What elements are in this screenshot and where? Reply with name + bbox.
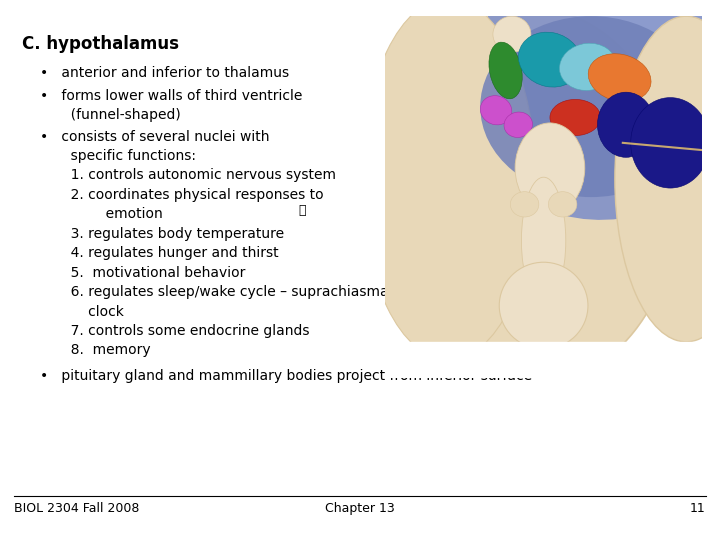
Ellipse shape (510, 192, 539, 217)
Ellipse shape (598, 92, 654, 157)
Ellipse shape (489, 42, 522, 99)
Text: 4. regulates hunger and thirst: 4. regulates hunger and thirst (40, 246, 278, 260)
Text: •   forms lower walls of third ventricle: • forms lower walls of third ventricle (40, 89, 302, 103)
Ellipse shape (504, 112, 533, 138)
Ellipse shape (499, 262, 588, 349)
Ellipse shape (588, 53, 651, 102)
Ellipse shape (515, 123, 585, 213)
Ellipse shape (361, 0, 536, 360)
Text: 3. regulates body temperature: 3. regulates body temperature (40, 227, 284, 241)
Text: 2. coordinates physical responses to: 2. coordinates physical responses to (40, 188, 323, 202)
Ellipse shape (468, 0, 720, 220)
Text: 🔈: 🔈 (299, 204, 306, 217)
Text: (funnel-shaped): (funnel-shaped) (40, 108, 180, 122)
Text: 11: 11 (690, 502, 706, 515)
Ellipse shape (493, 16, 531, 52)
Text: 5.  motivational behavior: 5. motivational behavior (40, 266, 245, 280)
Ellipse shape (377, 7, 678, 387)
Text: 7. controls some endocrine glands: 7. controls some endocrine glands (40, 324, 309, 338)
Text: •   consists of several nuclei with: • consists of several nuclei with (40, 130, 269, 144)
Text: specific functions:: specific functions: (40, 149, 196, 163)
Text: emotion: emotion (40, 207, 162, 221)
Text: 6. regulates sleep/wake cycle – suprachiasmatic nucleus is biological: 6. regulates sleep/wake cycle – suprachi… (40, 285, 549, 299)
Ellipse shape (559, 43, 616, 91)
Ellipse shape (480, 96, 512, 125)
Text: clock: clock (40, 305, 123, 319)
FancyBboxPatch shape (385, 342, 702, 378)
Ellipse shape (541, 132, 578, 154)
Ellipse shape (549, 192, 577, 217)
Ellipse shape (518, 32, 582, 87)
Text: •   pituitary gland and mammillary bodies project from inferior surface: • pituitary gland and mammillary bodies … (40, 369, 532, 383)
Text: •   anterior and inferior to thalamus: • anterior and inferior to thalamus (40, 66, 289, 80)
Text: Chapter 13: Chapter 13 (325, 502, 395, 515)
Text: 1. controls autonomic nervous system: 1. controls autonomic nervous system (40, 168, 336, 183)
Ellipse shape (550, 99, 600, 136)
Text: BIOL 2304 Fall 2008: BIOL 2304 Fall 2008 (14, 502, 140, 515)
Ellipse shape (615, 16, 720, 342)
Text: C. hypothalamus: C. hypothalamus (22, 35, 179, 53)
Ellipse shape (521, 177, 566, 304)
Ellipse shape (631, 98, 710, 188)
Ellipse shape (480, 16, 702, 197)
Text: 8.  memory: 8. memory (40, 343, 150, 357)
